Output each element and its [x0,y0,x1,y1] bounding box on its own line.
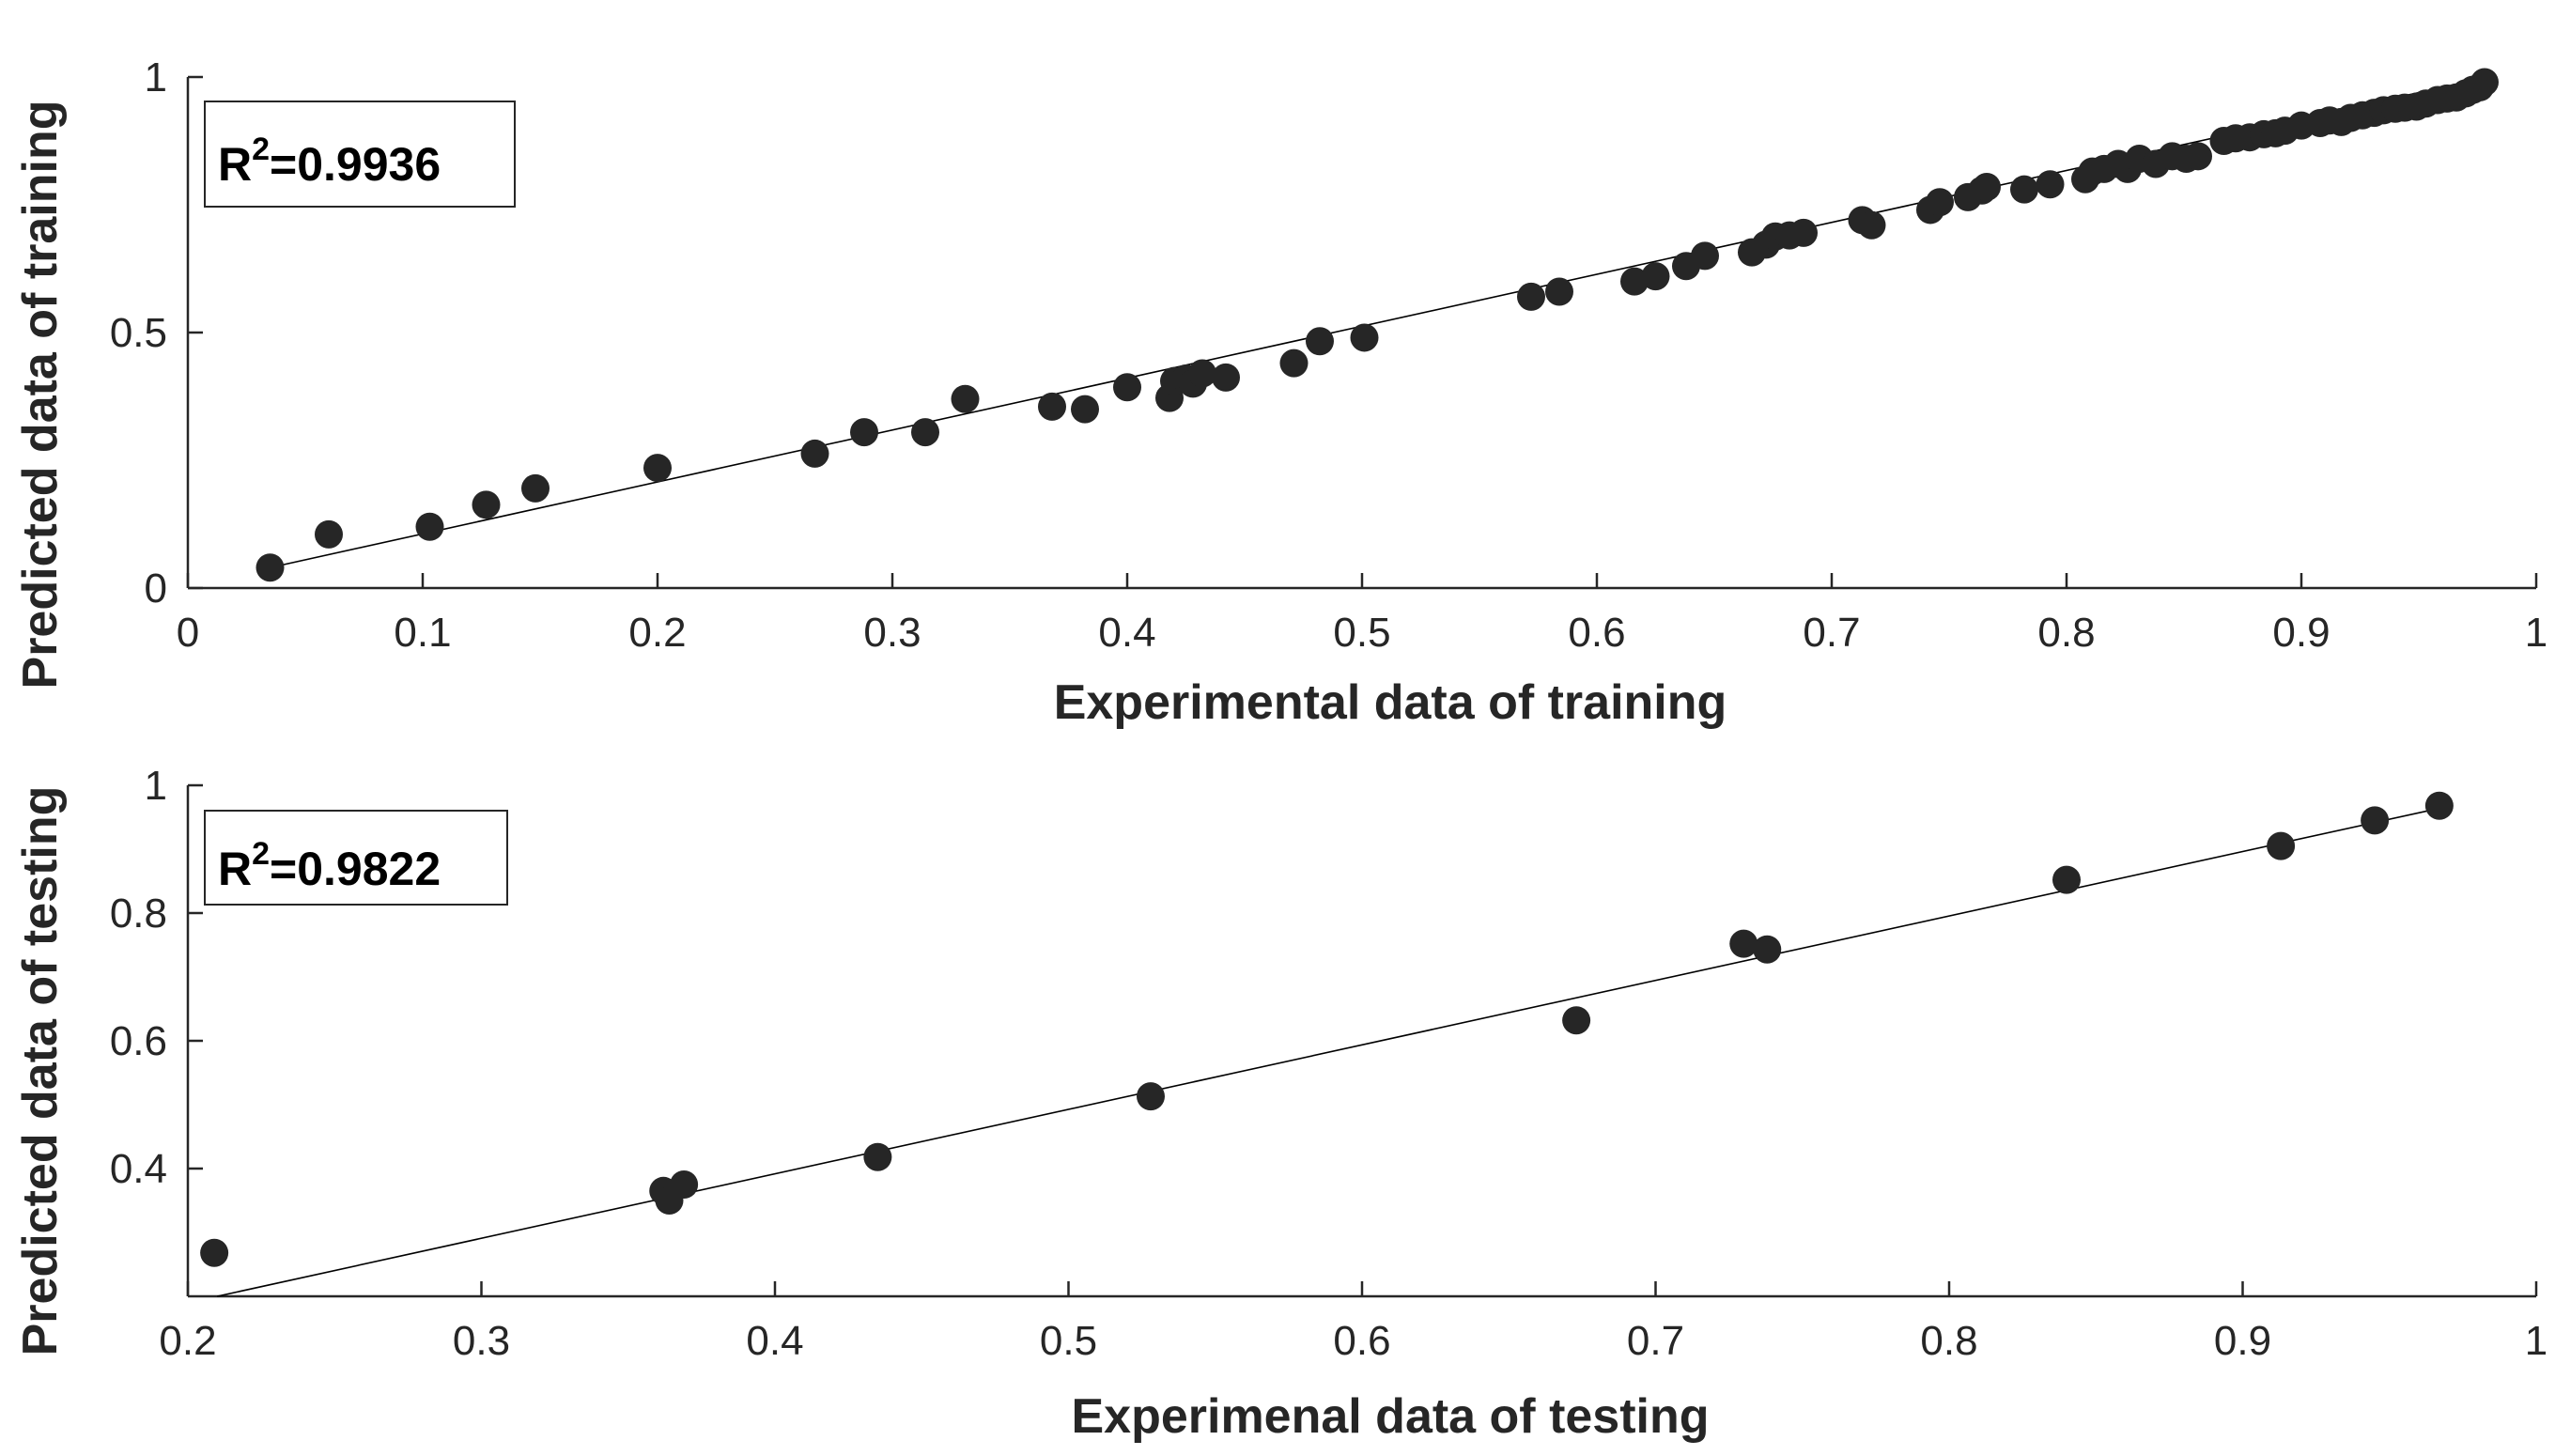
training-data-point [1973,172,2001,201]
testing-data-point [1729,929,1758,958]
training-data-point [1188,359,1216,388]
testing-r2-superscript: 2 [252,836,270,872]
testing-x-tick-label: 1 [2525,1318,2547,1364]
training-y-tick-label: 0 [145,565,167,612]
training-data-point [1620,267,1649,296]
training-x-axis-title: Experimental data of training [1054,675,1727,730]
training-x-tick-label: 0 [177,610,199,656]
training-data-point [1212,363,1240,392]
testing-y-axis-title: Predicted data of testing [13,786,68,1356]
testing-x-tick-label: 0.8 [1920,1318,1977,1364]
testing-r2-value: =0.9822 [270,843,441,895]
testing-data-point [2052,865,2081,894]
training-r2-box [204,101,516,208]
testing-x-tick-label: 0.4 [746,1318,803,1364]
training-x-tick-label: 0.5 [1333,610,1390,656]
training-data-point [850,418,878,447]
training-data-point [1545,277,1573,306]
training-data-point [1517,282,1545,311]
testing-y-tick-label: 0.6 [110,1018,167,1064]
training-r2-superscript: 2 [252,132,270,167]
testing-y-tick-label: 0.4 [110,1146,167,1192]
testing-data-point [2361,806,2390,835]
training-r2-prefix: R [218,138,252,191]
training-data-point [521,473,550,503]
testing-y-tick-label: 0.8 [110,891,167,937]
training-data-point [1038,392,1066,421]
training-data-point [1691,241,1719,271]
testing-data-point [2267,831,2296,860]
training-data-point [1113,373,1141,402]
training-r2-value: =0.9936 [270,138,441,191]
training-data-point [1857,210,1886,240]
testing-data-point [2424,791,2454,820]
training-data-point [472,490,501,519]
training-y-axis-title: Predicted data of training [13,101,68,689]
testing-data-point [670,1170,699,1199]
training-x-tick-label: 0.9 [2272,610,2330,656]
testing-data-point [1562,1006,1591,1035]
testing-chart: 0.2 0.3 0.4 0.5 0.6 0.7 0.8 0.9 1 0.4 0.6 0.8 1 R2=0… [13,763,2547,1444]
training-data-point [1279,349,1308,378]
training-data-point [2184,142,2212,171]
training-data-point [951,384,980,413]
testing-r2-prefix: R [218,843,252,895]
testing-r2-label: R2=0.9822 [218,836,441,895]
testing-data-point [200,1238,229,1267]
testing-x-tick-label: 0.3 [453,1318,510,1364]
training-y-tick-label: 1 [145,54,167,101]
training-data-point [2470,68,2499,97]
testing-r2-annotation: R2=0.9822 [204,810,508,906]
training-data-point [1350,323,1379,352]
training-data-point [315,519,343,549]
testing-data-point [863,1142,892,1171]
training-x-tick-label: 1 [2525,610,2547,656]
training-x-tick-label: 0.3 [863,610,921,656]
training-x-tick-label: 0.8 [2037,610,2095,656]
training-x-tick-label: 0.1 [394,610,451,656]
testing-y-tick-label: 1 [145,763,167,809]
training-data-point [1926,188,1954,217]
training-data-point [1641,262,1670,291]
testing-x-tick-label: 0.6 [1333,1318,1390,1364]
training-data-point [800,439,829,468]
training-x-tick-label: 0.2 [628,610,686,656]
training-data-point [911,418,939,447]
training-r2-annotation: R2=0.9936 [204,101,516,208]
training-data-point [1071,395,1099,424]
training-data-point [643,454,672,483]
training-y-tick-label: 0.5 [110,310,167,356]
training-r2-label: R2=0.9936 [218,132,441,191]
training-data-point [1789,218,1818,247]
testing-data-point [1137,1082,1165,1111]
training-data-point [2010,175,2038,204]
training-x-tick-label: 0.7 [1803,610,1860,656]
testing-x-tick-label: 0.9 [2214,1318,2271,1364]
testing-x-tick-label: 0.5 [1040,1318,1097,1364]
testing-r2-box [204,810,508,906]
training-data-point [1306,327,1334,356]
testing-x-tick-label: 0.2 [159,1318,216,1364]
testing-x-tick-label: 0.7 [1627,1318,1684,1364]
training-chart: 0 0.1 0.2 0.3 0.4 0.5 0.6 0.7 0.8 0.9 1 0 0.5 1 R2=0.… [13,54,2547,730]
training-x-tick-label: 0.6 [1568,610,1625,656]
testing-data-point [1753,935,1782,964]
training-x-tick-label: 0.4 [1098,610,1155,656]
training-data-point [256,553,285,582]
testing-x-axis-title: Experimenal data of testing [1071,1389,1709,1444]
training-data-point [415,512,444,541]
training-data-point [2036,170,2065,199]
